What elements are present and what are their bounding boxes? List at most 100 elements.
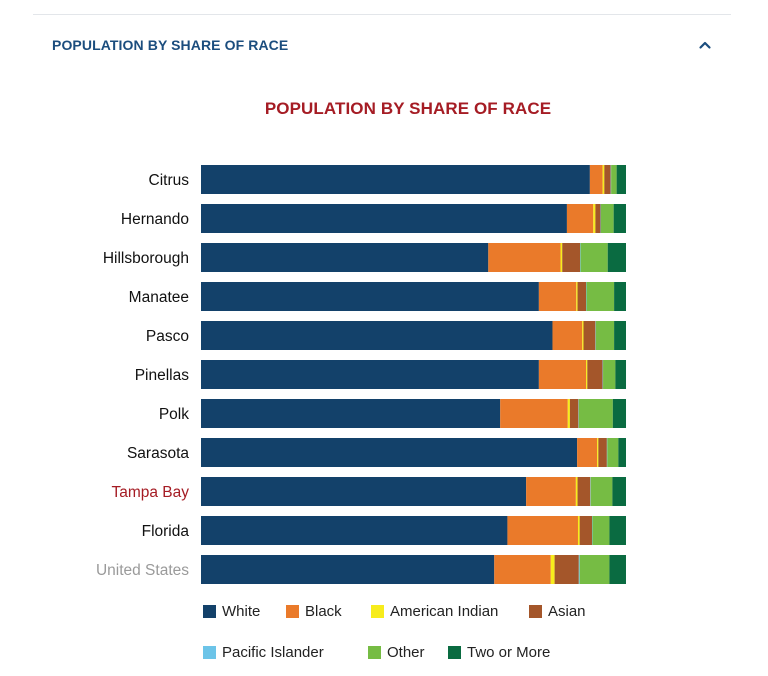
bar-segment-tampa-bay-other [590,477,613,506]
bar-segment-pinellas-american-indian [586,360,588,389]
bar-segment-polk-two-or-more [612,399,627,428]
bar-segment-sarasota-two-or-more [618,438,626,467]
section-divider [33,14,731,15]
bar-segment-polk-asian [569,399,579,428]
bar-segment-citrus-american-indian [602,165,605,194]
legend-item-two-or-more: Two or More [448,644,550,661]
legend-swatch-asian [529,605,542,618]
bar-segment-polk-black [500,399,568,428]
bar-segment-pasco-asian [583,321,596,350]
legend-item-asian: Asian [529,603,586,620]
section-header-toggle[interactable]: POPULATION BY SHARE OF RACE [33,28,731,62]
category-label-citrus: Citrus [149,172,190,189]
bar-segment-florida-white [201,516,508,545]
bar-segment-tampa-bay-asian [577,477,591,506]
category-label-united-states: United States [96,562,189,579]
bar-segment-manatee-white [201,282,539,311]
bar-segment-manatee-other [586,282,615,311]
legend-swatch-pacific-islander [203,646,216,659]
legend-label-two-or-more: Two or More [467,644,551,661]
bar-segment-united-states-american-indian [550,555,555,584]
category-label-hillsborough: Hillsborough [103,250,189,267]
bar-segment-united-states-pacific-islander [578,555,580,584]
legend-item-pacific-islander: Pacific Islander [203,644,324,661]
bar-segment-hernando-two-or-more [613,204,626,233]
section-title: POPULATION BY SHARE OF RACE [52,37,289,53]
category-label-sarasota: Sarasota [127,445,189,462]
bar-segment-sarasota-asian [598,438,607,467]
legend-item-other: Other [368,644,425,661]
legend-swatch-white [203,605,216,618]
legend-label-other: Other [387,644,425,661]
legend-swatch-american-indian [371,605,384,618]
legend-label-american-indian: American Indian [390,603,499,620]
bar-segment-florida-asian [579,516,592,545]
bar-segment-hernando-asian [595,204,601,233]
legend-swatch-other [368,646,381,659]
legend-label-black: Black [305,603,342,620]
bar-segment-manatee-two-or-more [614,282,626,311]
bar-segment-pinellas-black [538,360,587,389]
bar-segment-citrus-asian [604,165,611,194]
bar-segment-citrus-other [611,165,617,194]
bar-segment-pasco-black [552,321,583,350]
bar-segment-hernando-white [201,204,567,233]
bar-segment-pasco-white [201,321,553,350]
bar-segment-florida-black [507,516,578,545]
category-label-florida: Florida [142,523,190,540]
bar-segment-florida-other [592,516,610,545]
bar-segment-pasco-american-indian [582,321,584,350]
bar-segment-florida-american-indian [577,516,580,545]
bar-segment-united-states-other [579,555,610,584]
legend-swatch-two-or-more [448,646,461,659]
bar-segment-manatee-asian [577,282,587,311]
bar-segment-sarasota-black [577,438,598,467]
bar-segment-united-states-white [201,555,495,584]
category-label-pasco: Pasco [146,328,189,345]
bar-segment-united-states-black [494,555,551,584]
bar-segment-sarasota-american-indian [597,438,599,467]
bar-segment-pinellas-other [603,360,616,389]
legend-label-asian: Asian [548,603,586,620]
category-label-polk: Polk [159,406,189,423]
bar-segment-polk-american-indian [567,399,570,428]
chart-title: POPULATION BY SHARE OF RACE [264,99,552,118]
bar-segment-united-states-two-or-more [609,555,626,584]
bar-segment-hillsborough-asian [562,243,581,272]
bar-segment-sarasota-white [201,438,578,467]
bar-segment-citrus-white [201,165,590,194]
legend-item-white: White [203,603,260,620]
bar-segment-pasco-other [595,321,615,350]
bar-segment-hernando-black [566,204,594,233]
chevron-up-icon[interactable] [697,37,713,53]
bar-segment-pinellas-white [201,360,539,389]
bar-segment-tampa-bay-white [201,477,527,506]
bar-segment-manatee-american-indian [576,282,578,311]
bar-segment-tampa-bay-american-indian [575,477,578,506]
bar-segment-pinellas-asian [587,360,603,389]
legend-label-white: White [222,603,261,620]
bar-segment-polk-white [201,399,501,428]
bar-segment-polk-other [578,399,613,428]
category-label-hernando: Hernando [121,211,189,228]
category-label-manatee: Manatee [129,289,189,306]
bar-segment-hillsborough-other [580,243,608,272]
legend-swatch-black [286,605,299,618]
bar-segment-tampa-bay-two-or-more [612,477,626,506]
bar-segment-manatee-black [538,282,577,311]
bar-segment-hernando-other [600,204,614,233]
bar-segment-citrus-two-or-more [616,165,626,194]
bar-segment-hillsborough-american-indian [560,243,563,272]
bar-segment-hillsborough-two-or-more [607,243,626,272]
bar-segment-pinellas-two-or-more [615,360,627,389]
legend-item-american-indian: American Indian [371,603,498,620]
bar-segment-pasco-two-or-more [614,321,626,350]
legend-item-black: Black [286,603,342,620]
bar-segment-united-states-asian [554,555,579,584]
bar-segment-sarasota-other [607,438,619,467]
category-label-tampa-bay: Tampa Bay [111,484,189,501]
bar-segment-florida-two-or-more [609,516,626,545]
bar-segment-citrus-black [589,165,603,194]
legend-label-pacific-islander: Pacific Islander [222,644,324,661]
